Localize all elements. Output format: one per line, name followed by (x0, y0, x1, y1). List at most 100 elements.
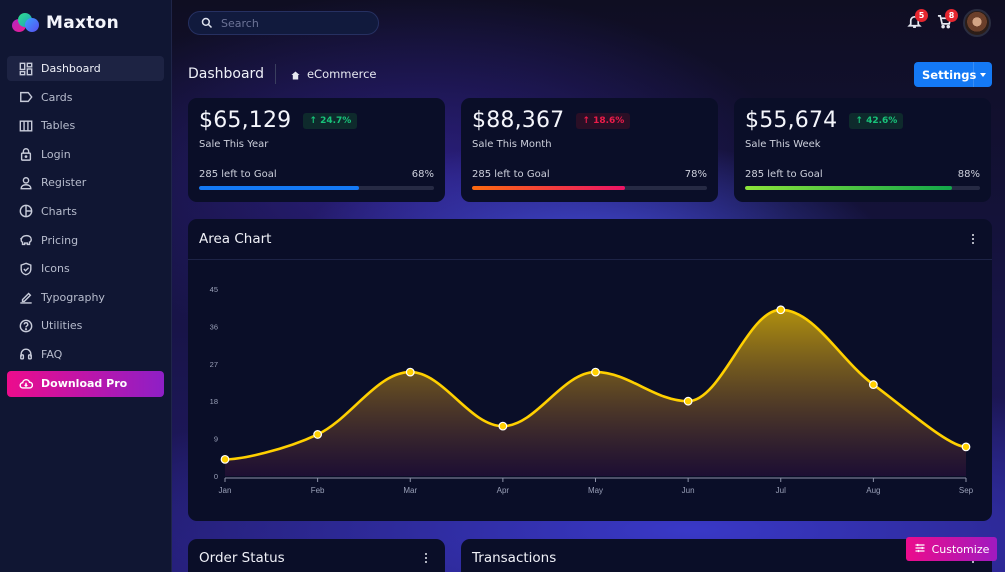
cart-badge: 8 (945, 9, 958, 22)
customize-button[interactable]: Customize (906, 537, 997, 561)
data-point (220, 454, 230, 464)
y-tick-label: 27 (210, 360, 218, 369)
top-actions: 5 8 (899, 8, 991, 38)
sidebar-item-label: Pricing (41, 233, 79, 247)
cart-button[interactable]: 8 (929, 8, 959, 38)
sidebar-item-label: Dashboard (41, 62, 101, 75)
brand[interactable]: Maxton (0, 0, 171, 46)
sidebar-item-dashboard[interactable]: Dashboard (7, 56, 164, 81)
sidebar-item-label: Login (41, 147, 71, 161)
area-chart: 0 9 18 27 36 45 Jan Feb Mar Apr May Jun Jul Aug Sep (210, 285, 974, 495)
x-tick-label: May (588, 486, 603, 495)
pen-icon (19, 290, 33, 304)
sidebar-item-faq[interactable]: FAQ (7, 342, 164, 367)
sidebar-item-label: Typography (41, 290, 105, 304)
more-options-icon[interactable] (421, 549, 432, 568)
x-tick-label: Sep (959, 486, 974, 495)
y-tick-label: 36 (210, 322, 218, 331)
breadcrumb: Dashboard eCommerce (188, 64, 376, 84)
more-options-icon[interactable] (968, 230, 979, 249)
cloud-download-icon (19, 377, 33, 391)
card-title: Order Status (199, 550, 285, 566)
sidebar: Maxton Dashboard Cards Tables Login Regi… (0, 0, 172, 572)
sidebar-item-label: Icons (41, 262, 70, 276)
page-title: Dashboard (188, 66, 264, 82)
sidebar-item-charts[interactable]: Charts (7, 199, 164, 224)
notifications-badge: 5 (915, 9, 928, 22)
download-pro-button[interactable]: Download Pro (7, 370, 164, 397)
stat-label: Sale This Week (745, 139, 821, 150)
notifications-button[interactable]: 5 (899, 8, 929, 38)
help-circle-icon (19, 319, 33, 333)
search-input[interactable] (221, 16, 361, 30)
stat-amount: $65,129 (199, 108, 292, 133)
search-bar[interactable] (188, 11, 379, 35)
sidebar-item-icons[interactable]: Icons (7, 256, 164, 281)
x-tick-label: Jul (776, 486, 786, 495)
headset-icon (19, 347, 33, 361)
sidebar-item-label: Register (41, 176, 87, 190)
sidebar-item-label: Cards (41, 90, 73, 104)
label-icon (19, 90, 33, 104)
sidebar-item-tables[interactable]: Tables (7, 113, 164, 138)
breadcrumb-divider (274, 64, 276, 84)
home-icon[interactable] (291, 65, 300, 84)
y-tick-label: 9 (214, 435, 218, 444)
stat-delta-badge: ↑ 24.7% (303, 112, 358, 129)
shield-check-icon (19, 262, 33, 276)
dashboard-icon (19, 62, 33, 76)
sidebar-item-label: Utilities (41, 319, 83, 333)
lock-icon (19, 147, 33, 162)
data-point (868, 380, 878, 389)
stat-amount: $55,674 (745, 108, 838, 133)
stat-label: Sale This Year (199, 139, 269, 150)
stat-goal: 285 left to Goal (199, 169, 277, 180)
settings-dropdown-toggle[interactable] (973, 62, 992, 87)
settings-button[interactable]: Settings (914, 62, 992, 87)
transactions-card: Transactions (461, 539, 992, 572)
data-point (591, 367, 600, 377)
stat-delta-badge: ↑ 18.6% (576, 112, 631, 129)
sidebar-item-login[interactable]: Login (7, 142, 164, 167)
brand-logo-icon (12, 13, 40, 33)
stat-percent: 88% (957, 169, 980, 180)
search-icon (201, 14, 213, 33)
data-point (313, 430, 323, 439)
sidebar-item-pricing[interactable]: Pricing (7, 228, 164, 253)
brand-name: Maxton (46, 13, 120, 33)
x-tick-label: Jun (682, 486, 695, 495)
card-title: Transactions (472, 550, 557, 566)
user-avatar[interactable] (963, 9, 991, 37)
x-tick-label: Mar (403, 486, 417, 495)
sliders-icon (914, 542, 932, 557)
order-status-card: Order Status (188, 539, 445, 572)
sidebar-item-typography[interactable]: Typography (7, 285, 164, 310)
user-icon (19, 176, 33, 190)
data-point (961, 442, 971, 452)
stat-card-year: $65,129 ↑ 24.7% Sale This Year 285 left … (188, 98, 445, 202)
sidebar-item-label: Charts (41, 204, 77, 218)
stat-label: Sale This Month (472, 139, 552, 150)
y-tick-label: 45 (210, 285, 218, 294)
stat-percent: 78% (684, 169, 707, 180)
settings-label: Settings (922, 67, 977, 82)
sidebar-item-utilities[interactable]: Utilities (7, 313, 164, 338)
x-tick-label: Feb (311, 486, 325, 495)
sidebar-item-cards[interactable]: Cards (7, 85, 164, 110)
data-point (776, 305, 786, 315)
stat-delta-badge: ↑ 42.6% (849, 112, 904, 129)
area-chart-card: Area Chart 0 9 18 27 36 45 Jan Feb Mar Apr May Jun J… (188, 219, 992, 521)
data-point (405, 367, 415, 377)
y-tick-label: 18 (210, 397, 218, 406)
sidebar-item-register[interactable]: Register (7, 170, 164, 195)
data-point (683, 396, 693, 406)
download-pro-label: Download Pro (41, 377, 128, 391)
card-title: Area Chart (199, 231, 272, 247)
area-fill (225, 309, 966, 476)
stat-card-month: $88,367 ↑ 18.6% Sale This Month 285 left… (461, 98, 718, 202)
sidebar-item-label: FAQ (41, 347, 63, 361)
breadcrumb-current[interactable]: eCommerce (306, 67, 377, 81)
stat-amount: $88,367 (472, 108, 565, 133)
x-tick-label: Aug (866, 486, 880, 495)
data-point (498, 421, 508, 431)
